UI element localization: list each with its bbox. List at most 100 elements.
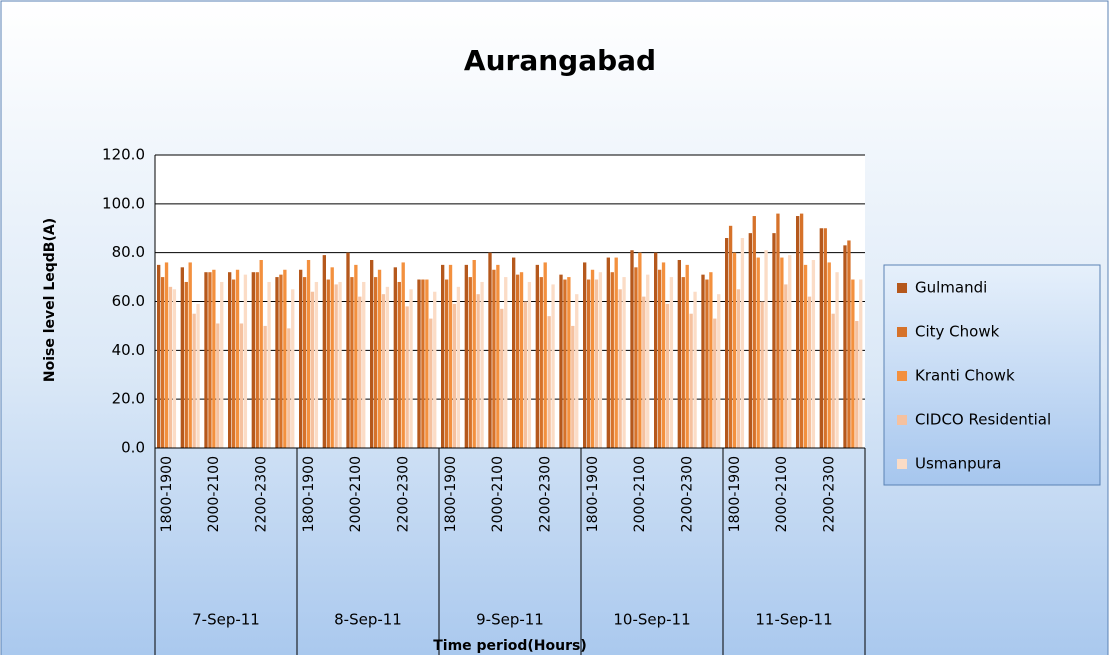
bar	[204, 272, 208, 448]
bar	[172, 289, 177, 448]
bar	[748, 233, 752, 448]
bar	[212, 269, 216, 448]
bar	[188, 262, 192, 448]
bar	[594, 279, 599, 448]
bar	[512, 257, 516, 448]
legend-swatch	[897, 283, 907, 293]
legend-label: CIDCO Residential	[915, 411, 1051, 429]
bar	[740, 238, 745, 448]
bar	[302, 277, 307, 448]
bar	[322, 255, 326, 448]
bar	[444, 279, 449, 448]
bar	[279, 274, 283, 448]
y-tick-label: 20.0	[112, 390, 145, 408]
bar	[685, 264, 689, 448]
bar	[547, 316, 551, 448]
bar	[855, 321, 859, 448]
bar	[803, 264, 808, 448]
legend-swatch	[897, 371, 907, 381]
group-label: 7-Sep-11	[192, 611, 260, 629]
bar	[287, 328, 291, 448]
bar	[819, 228, 823, 448]
bar	[480, 281, 484, 448]
x-tick-label: 2200-2300	[396, 456, 412, 532]
bar	[358, 296, 362, 448]
bar	[504, 277, 508, 448]
bar	[299, 269, 303, 448]
bar	[693, 291, 697, 448]
bar	[441, 264, 445, 448]
y-tick-label: 100.0	[102, 194, 145, 212]
bar	[373, 277, 378, 448]
bar	[796, 216, 800, 448]
bar	[764, 250, 768, 448]
bar	[464, 264, 468, 448]
group-label: 11-Sep-11	[755, 611, 832, 629]
bar	[717, 294, 721, 448]
bar	[807, 296, 812, 448]
x-tick-label: 1800-1900	[727, 456, 743, 532]
bar	[519, 272, 524, 448]
legend-label: Usmanpura	[915, 455, 1002, 473]
bar	[370, 259, 374, 448]
bar	[263, 325, 267, 448]
bar	[291, 289, 295, 448]
bar	[283, 269, 287, 448]
bar	[334, 284, 338, 448]
bar	[220, 281, 224, 448]
bar	[543, 262, 547, 448]
bar	[634, 267, 638, 448]
bar	[732, 252, 737, 448]
bar	[275, 277, 279, 448]
chart-title: Aurangabad	[464, 44, 656, 77]
bar	[646, 274, 650, 448]
x-axis-title: Time period(Hours)	[433, 638, 587, 654]
bar	[417, 279, 421, 448]
bar	[586, 279, 591, 448]
legend-swatch	[897, 459, 907, 469]
bar	[630, 250, 634, 448]
bar	[267, 281, 271, 448]
legend-swatch	[897, 415, 907, 425]
bar	[523, 301, 528, 448]
bar	[756, 257, 760, 448]
bar	[184, 281, 188, 448]
bar	[330, 267, 334, 448]
bar	[326, 279, 330, 448]
y-tick-label: 40.0	[112, 341, 145, 359]
bar	[665, 303, 670, 448]
y-tick-label: 80.0	[112, 243, 145, 261]
bar	[788, 255, 792, 448]
bar	[409, 289, 413, 448]
bar	[239, 323, 244, 448]
bar	[709, 272, 713, 448]
bar	[385, 286, 390, 448]
bar	[196, 303, 200, 448]
bar	[638, 252, 642, 448]
bar	[835, 272, 839, 448]
bar	[160, 277, 165, 448]
bar	[669, 277, 674, 448]
bar	[811, 259, 816, 448]
bar	[567, 277, 571, 448]
bar	[657, 269, 662, 448]
x-tick-label: 2000-2100	[490, 456, 506, 532]
x-tick-label: 1800-1900	[301, 456, 317, 532]
bar	[622, 277, 626, 448]
bar	[216, 323, 220, 448]
bar	[705, 279, 709, 448]
bar	[500, 308, 504, 448]
x-tick-label: 1800-1900	[159, 456, 175, 532]
legend-label: City Chowk	[915, 323, 1000, 341]
x-tick-label: 2200-2300	[680, 456, 696, 532]
bar	[468, 277, 472, 448]
bar	[354, 264, 358, 448]
bar	[456, 286, 461, 448]
bar	[448, 264, 453, 448]
bar	[859, 279, 863, 448]
bar	[701, 274, 705, 448]
bar	[654, 252, 658, 448]
bar	[736, 289, 741, 448]
bar	[677, 259, 681, 448]
bar	[851, 279, 855, 448]
